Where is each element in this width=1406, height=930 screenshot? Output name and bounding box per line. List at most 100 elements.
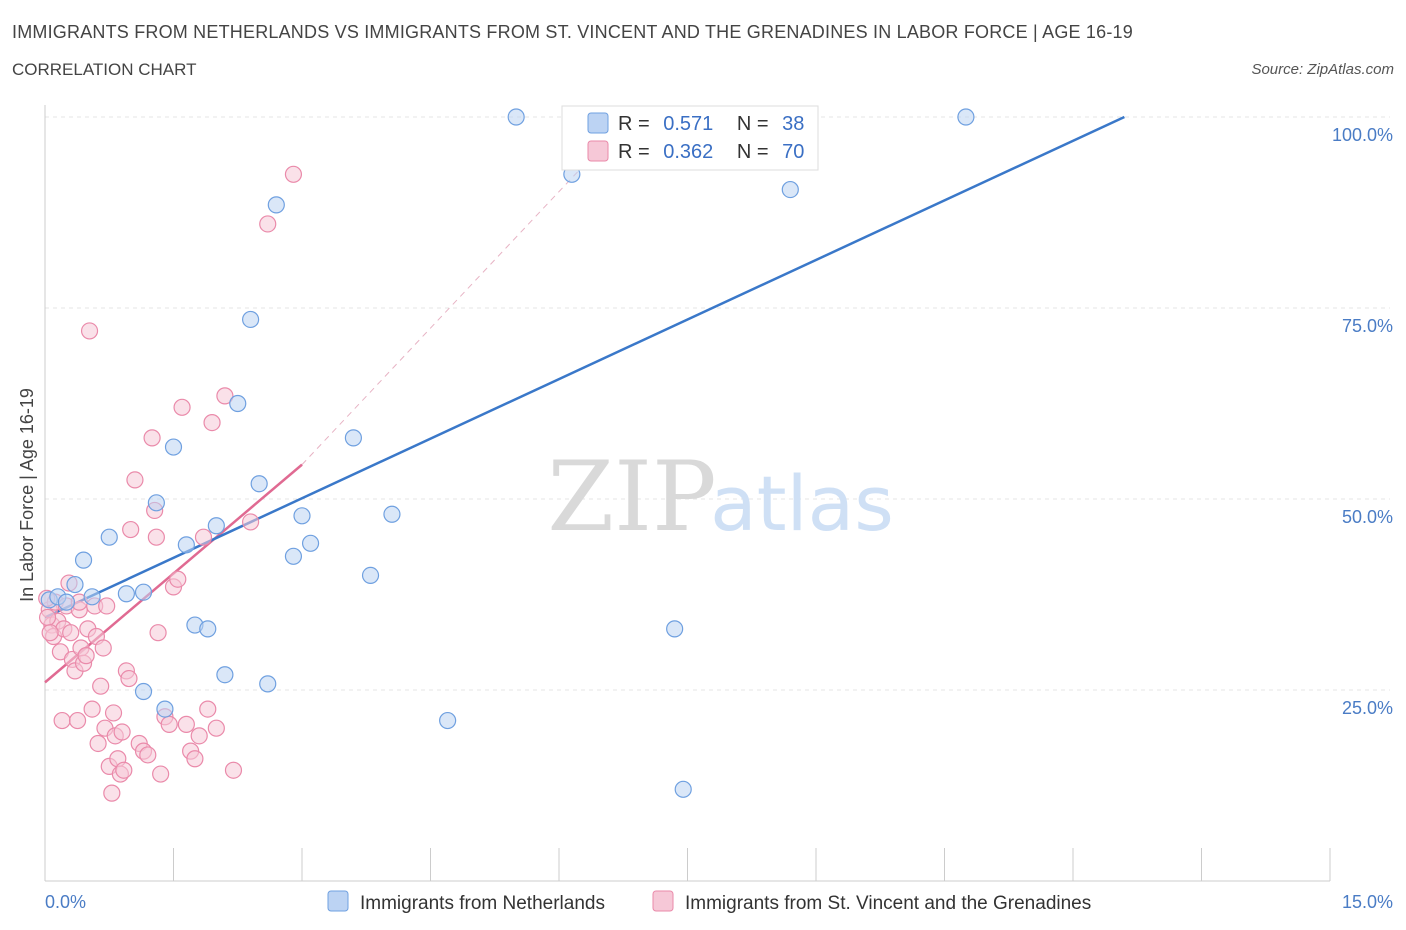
netherlands-point	[250, 475, 268, 493]
axes	[44, 105, 1331, 882]
netherlands-point	[100, 528, 118, 546]
stvincent-point	[169, 570, 187, 588]
data-points	[38, 108, 975, 802]
netherlands-point	[177, 536, 195, 554]
netherlands-point	[344, 429, 362, 447]
stvincent-point	[113, 723, 131, 741]
stvincent-point	[77, 647, 95, 665]
stvincent-point	[224, 761, 243, 779]
svg-text:R = 0.362 N =: R = 0.362 N = 70	[618, 141, 804, 163]
y-tick-label: 25.0%	[1342, 698, 1393, 718]
netherlands-point	[666, 620, 684, 638]
x-tick-label: 15.0%	[1342, 892, 1393, 912]
legend-r-label-1: R =	[618, 113, 650, 135]
netherlands-point	[361, 566, 380, 585]
legend-r-label-2: R =	[618, 141, 650, 163]
stvincent-point	[126, 471, 144, 489]
netherlands-point	[147, 494, 165, 512]
netherlands-point	[507, 108, 525, 126]
netherlands-point	[134, 583, 153, 601]
stvincent-point	[194, 528, 213, 546]
legend-stvincent-swatch	[652, 890, 674, 912]
netherlands-point	[293, 507, 311, 525]
stvincent-point	[38, 608, 57, 627]
stvincent-point	[41, 624, 59, 642]
pink-trend-extension	[301, 154, 594, 465]
stvincent-point	[62, 624, 80, 642]
netherlands-point	[301, 534, 320, 552]
stvincent-point	[89, 734, 107, 753]
stvincent-point	[51, 643, 70, 661]
netherlands-point	[83, 588, 101, 606]
legend-pink-swatch	[587, 140, 609, 162]
stvincent-point	[80, 322, 99, 340]
legend-r-value-1: 0.571	[663, 113, 713, 135]
netherlands-point	[207, 517, 225, 535]
stvincent-point	[98, 597, 116, 615]
stvincent-point	[207, 719, 225, 737]
netherlands-point	[242, 310, 260, 329]
netherlands-point	[216, 666, 234, 684]
stvincent-point	[120, 669, 138, 688]
svg-text:R = 0.571 N =: R = 0.571 N = 38	[618, 113, 804, 135]
legend-netherlands-swatch	[327, 890, 349, 912]
stvincent-point	[92, 677, 110, 695]
gridlines	[45, 116, 1390, 691]
netherlands-point	[259, 675, 277, 693]
netherlands-point	[117, 585, 135, 603]
stvincent-point	[115, 761, 133, 779]
stvincent-point	[68, 711, 87, 730]
stvincent-point	[143, 429, 161, 447]
y-tick-label: 75.0%	[1342, 316, 1393, 336]
blue-trend-line	[44, 115, 1125, 619]
legend-n-value-1: 38	[782, 113, 804, 135]
legend-stats: R = 0.571 N = 38 R = 0.362 N = 70	[561, 105, 819, 171]
stvincent-point	[186, 750, 204, 768]
trend-lines	[44, 115, 1125, 684]
stvincent-point	[139, 746, 157, 764]
stvincent-point	[83, 700, 101, 718]
netherlands-point	[383, 505, 401, 523]
y-axis-label: In Labor Force | Age 16-19	[17, 388, 37, 602]
netherlands-point	[267, 196, 285, 214]
stvincent-point	[190, 727, 208, 745]
y-tick-label: 50.0%	[1342, 507, 1393, 527]
stvincent-point	[152, 765, 170, 783]
stvincent-point	[149, 624, 167, 642]
stvincent-point	[216, 387, 234, 405]
stvincent-point	[199, 700, 217, 718]
legend-r-value-2: 0.362	[663, 141, 713, 163]
stvincent-point	[284, 165, 303, 183]
netherlands-point	[134, 682, 153, 701]
watermark-atlas: atlas	[710, 459, 894, 548]
legend-stvincent-label: Immigrants from St. Vincent and the Gren…	[685, 893, 1091, 914]
stvincent-point	[103, 784, 121, 802]
legend-n-value-2: 70	[782, 141, 804, 163]
netherlands-point	[781, 180, 799, 199]
netherlands-point	[156, 700, 174, 718]
chart-subtitle: CORRELATION CHART	[12, 60, 197, 79]
netherlands-point	[439, 711, 457, 730]
legend-n-label-1: N =	[737, 113, 769, 135]
stvincent-point	[242, 513, 260, 531]
watermark-zip: ZIP	[547, 441, 716, 553]
netherlands-point	[229, 394, 247, 413]
stvincent-point	[122, 520, 140, 539]
watermark: ZIP atlas	[547, 441, 893, 553]
legend-n-label-2: N =	[737, 141, 769, 163]
stvincent-point	[160, 715, 178, 733]
legend-series: Immigrants from Netherlands Immigrants f…	[327, 890, 1091, 914]
stvincent-point	[177, 715, 195, 733]
stvincent-point	[203, 414, 221, 432]
netherlands-point	[284, 547, 303, 565]
legend-blue-swatch	[587, 112, 609, 134]
chart-title: IMMIGRANTS FROM NETHERLANDS VS IMMIGRANT…	[12, 22, 1133, 42]
y-tick-label: 100.0%	[1332, 125, 1393, 145]
netherlands-point	[957, 108, 975, 126]
stvincent-point	[104, 704, 123, 722]
stvincent-point	[147, 528, 165, 546]
source-credit: Source: ZipAtlas.com	[1251, 61, 1394, 78]
stvincent-point	[173, 398, 191, 416]
stvincent-point	[94, 639, 112, 657]
